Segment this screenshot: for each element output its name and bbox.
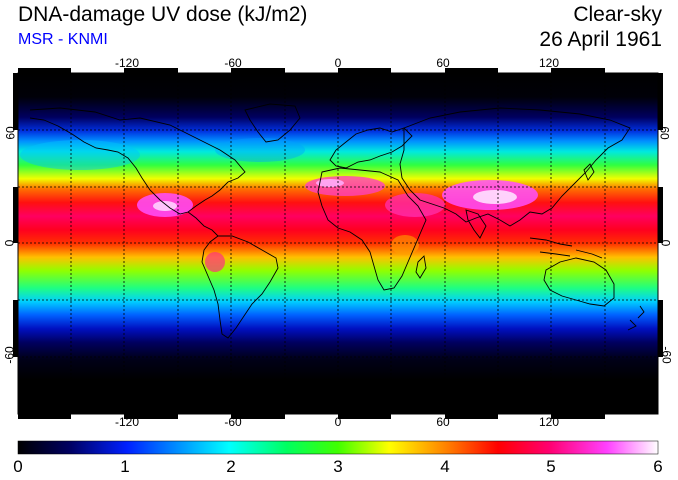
coastline-india [465, 209, 487, 239]
top-tick-lon-m120: -120 [114, 56, 140, 70]
coastline-south-america [201, 235, 279, 339]
coastline-japan [583, 163, 595, 181]
colorbar-tick-1: 1 [120, 457, 130, 476]
frame-ticks [13, 68, 663, 419]
uv-max-mexico-core [153, 201, 177, 211]
uv-max-arabia [385, 193, 445, 217]
coastline-australia [543, 257, 615, 307]
top-tick-lon-m60: -60 [224, 56, 242, 70]
colorbar-tick-2: 2 [226, 457, 236, 476]
uv-max-east-africa [391, 235, 419, 255]
uv-max-tibet-core [473, 190, 517, 204]
coastline-north-america [29, 107, 246, 215]
colorbar-tick-4: 4 [440, 457, 450, 476]
top-tick-lon-60: 60 [436, 56, 450, 70]
coastline-africa [317, 167, 427, 291]
coastline-europe [329, 127, 413, 169]
date-label: 26 April 1961 [539, 28, 662, 51]
uv-north-atlantic-blob [215, 138, 305, 162]
coastline-new-zealand [627, 305, 645, 331]
condition-label: Clear-sky [573, 3, 662, 26]
top-tick-lon-120: 120 [538, 56, 560, 70]
uv-max-andes [205, 252, 225, 272]
coastline-greenland [244, 103, 301, 143]
colorbar-tick-3: 3 [333, 457, 343, 476]
uv-max-sahara-core [316, 179, 344, 187]
coastline-madagascar [415, 255, 427, 279]
coastline-central-america [187, 211, 219, 237]
coastline-asia [399, 107, 631, 227]
colorbar-tick-5: 5 [546, 457, 556, 476]
top-tick-lon-0: 0 [334, 56, 342, 70]
source-label: MSR - KNMI [18, 31, 108, 48]
uv-north-pacific-blob [20, 140, 140, 170]
colorbar [17, 440, 659, 455]
coastline-se-asia-islands [529, 237, 603, 259]
colorbar-tick-0: 0 [13, 457, 23, 476]
colorbar-tick-6: 6 [653, 457, 663, 476]
bottom-tick-lon-0: 0 [334, 415, 342, 429]
uv-max-sahara [305, 176, 385, 196]
coastlines [29, 103, 645, 339]
page-title: DNA-damage UV dose (kJ/m2) [18, 3, 308, 26]
graticule [18, 73, 658, 414]
